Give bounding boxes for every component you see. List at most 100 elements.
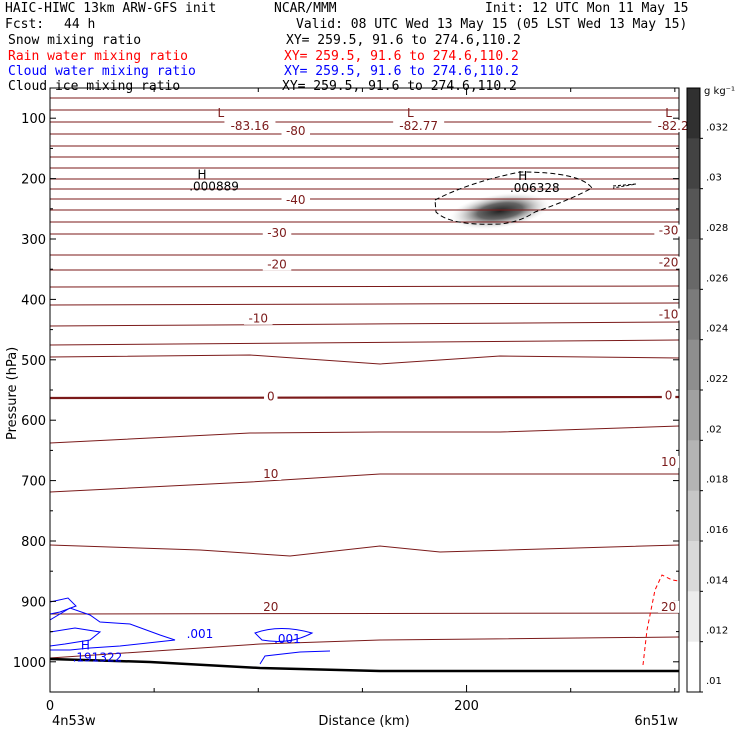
temperature-contour-label: -82.77 xyxy=(399,119,438,133)
x-axis-left-end: 4n53w xyxy=(52,714,96,729)
low-marker: L xyxy=(407,106,414,120)
field-xy-snow: XY= 259.5, 91.6 to 274.6,110.2 xyxy=(286,33,521,48)
colorbar-label: .022 xyxy=(706,374,728,385)
extremum-value: .006328 xyxy=(510,181,560,195)
temperature-contour-label: -20 xyxy=(659,256,679,270)
forecast-hours: 44 h xyxy=(64,17,96,32)
y-tick-label: 600 xyxy=(21,414,46,429)
colorbar-swatch xyxy=(687,289,700,341)
y-tick-label: 400 xyxy=(21,293,46,308)
temperature-contour-label: -10 xyxy=(659,308,679,322)
field-xy-rain: XY= 259.5, 91.6 to 274.6,110.2 xyxy=(284,49,519,64)
temperature-label-bg xyxy=(262,258,292,271)
isotherm-line xyxy=(50,302,679,306)
isotherm-line xyxy=(50,612,679,615)
isotherm-line xyxy=(50,544,679,557)
colorbar-label: .012 xyxy=(706,626,728,637)
low-marker: L xyxy=(665,106,672,120)
field-name-cloud-water: Cloud water mixing ratio xyxy=(8,64,196,79)
isotherm-line xyxy=(50,321,679,327)
colorbar-units: g kg⁻¹ xyxy=(704,86,735,97)
y-tick-label: 500 xyxy=(21,354,46,369)
init-time: Init: 12 UTC Mon 11 May 15 xyxy=(485,1,689,16)
cloud-water-label: .001 xyxy=(187,627,214,641)
isotherm-line xyxy=(50,473,679,493)
temperature-contour-label: -10 xyxy=(248,312,268,326)
x-axis: 0 200 xyxy=(46,88,676,714)
colorbar-label: .014 xyxy=(706,575,728,586)
terrain-line xyxy=(50,657,679,673)
x-tick-label: 0 xyxy=(46,699,54,714)
cloud-water-contour xyxy=(259,650,331,665)
rain-water-contour xyxy=(642,574,679,666)
colorbar-label: .024 xyxy=(706,324,728,335)
isotherm-line xyxy=(50,354,679,365)
colorbar-swatch xyxy=(687,188,700,240)
field-name-cloud-ice: Cloud ice mixing ratio xyxy=(8,79,181,94)
x-axis-right-end: 6n51w xyxy=(634,714,678,729)
colorbar-label: .016 xyxy=(706,525,728,536)
snow-mixing-ratio-contour xyxy=(434,171,593,225)
colorbar-label: .03 xyxy=(706,173,722,184)
temperature-contour-label: -30 xyxy=(659,224,679,238)
colorbar-label: .018 xyxy=(706,475,728,486)
temperature-contour-label: -80 xyxy=(286,124,306,138)
y-tick-label: 900 xyxy=(21,595,46,610)
y-axis-title: Pressure (hPa) xyxy=(5,347,20,440)
field-xy-cloud-water: XY= 259.5, 91.6 to 274.6,110.2 xyxy=(284,64,519,79)
temperature-label-bg xyxy=(281,193,311,206)
cloud-water-label: .001 xyxy=(274,632,301,646)
y-tick-label: 300 xyxy=(21,233,46,248)
low-marker: L xyxy=(217,106,224,120)
cloud-water-contour xyxy=(50,607,176,651)
colorbar-swatch xyxy=(687,490,700,542)
model-title: HAIC-HIWC 13km ARW-GFS init xyxy=(5,1,217,16)
contour-labels: -83.16 -82.77 -82.27-80-40-30 -30-20 -20-10-… xyxy=(73,106,703,665)
field-name-rain: Rain water mixing ratio xyxy=(8,49,189,64)
temperature-label-bg xyxy=(654,308,683,321)
colorbar-swatch xyxy=(687,138,700,190)
y-tick-label: 700 xyxy=(21,475,46,490)
x-axis-title: Distance (km) xyxy=(318,714,409,729)
temperature-label-bg xyxy=(260,467,282,480)
isotherm-line xyxy=(50,636,679,659)
valid-time: Valid: 08 UTC Wed 13 May 15 (05 LST Wed … xyxy=(296,17,688,32)
cloud-water-contour xyxy=(50,597,77,615)
temperature-contour-label: 20 xyxy=(661,600,676,614)
colorbar-swatch xyxy=(687,88,700,139)
high-marker: H xyxy=(81,639,90,653)
y-tick-label: 200 xyxy=(21,173,46,188)
colorbar-swatch xyxy=(687,541,700,592)
high-marker: H xyxy=(518,169,527,183)
y-tick-label: 1000 xyxy=(13,656,46,671)
colorbar-swatch xyxy=(687,239,700,290)
colorbar-swatch xyxy=(687,390,700,441)
high-marker: H xyxy=(198,168,207,182)
colorbar-swatch xyxy=(687,591,700,643)
temperature-contour-label: -20 xyxy=(267,257,287,271)
snow-small-contour xyxy=(612,183,637,189)
temperature-label-bg xyxy=(651,120,703,133)
org-label: NCAR/MMM xyxy=(274,1,337,16)
cloud-water-contours xyxy=(50,597,331,665)
temperature-label-bg xyxy=(281,124,311,137)
field-xy-cloud-ice: XY= 259.5, 91.6 to 274.6,110.2 xyxy=(282,79,517,94)
upper-temperature-contours xyxy=(50,97,679,659)
cloud-water-contour xyxy=(50,627,102,647)
isotherm-line xyxy=(50,395,679,400)
colorbar-label: .028 xyxy=(706,223,728,234)
cloud-water-contour xyxy=(254,628,314,642)
x-tick-label: 200 xyxy=(454,699,479,714)
temperature-label-bg xyxy=(654,224,683,237)
forecast-label: Fcst: xyxy=(5,17,45,32)
temperature-label-bg xyxy=(393,120,445,133)
y-tick-label: 100 xyxy=(21,112,46,127)
isotherm-line xyxy=(50,285,679,288)
colorbar-label: .01 xyxy=(706,676,722,687)
y-axis: 100 200 300 400 500 600 700 800 900 1000 xyxy=(13,112,679,671)
isotherm-line xyxy=(50,339,679,346)
colorbar-swatch xyxy=(687,641,700,693)
y-tick-label: 800 xyxy=(21,535,46,550)
colorbar-label: .032 xyxy=(706,122,728,133)
colorbar-swatch xyxy=(687,440,700,492)
